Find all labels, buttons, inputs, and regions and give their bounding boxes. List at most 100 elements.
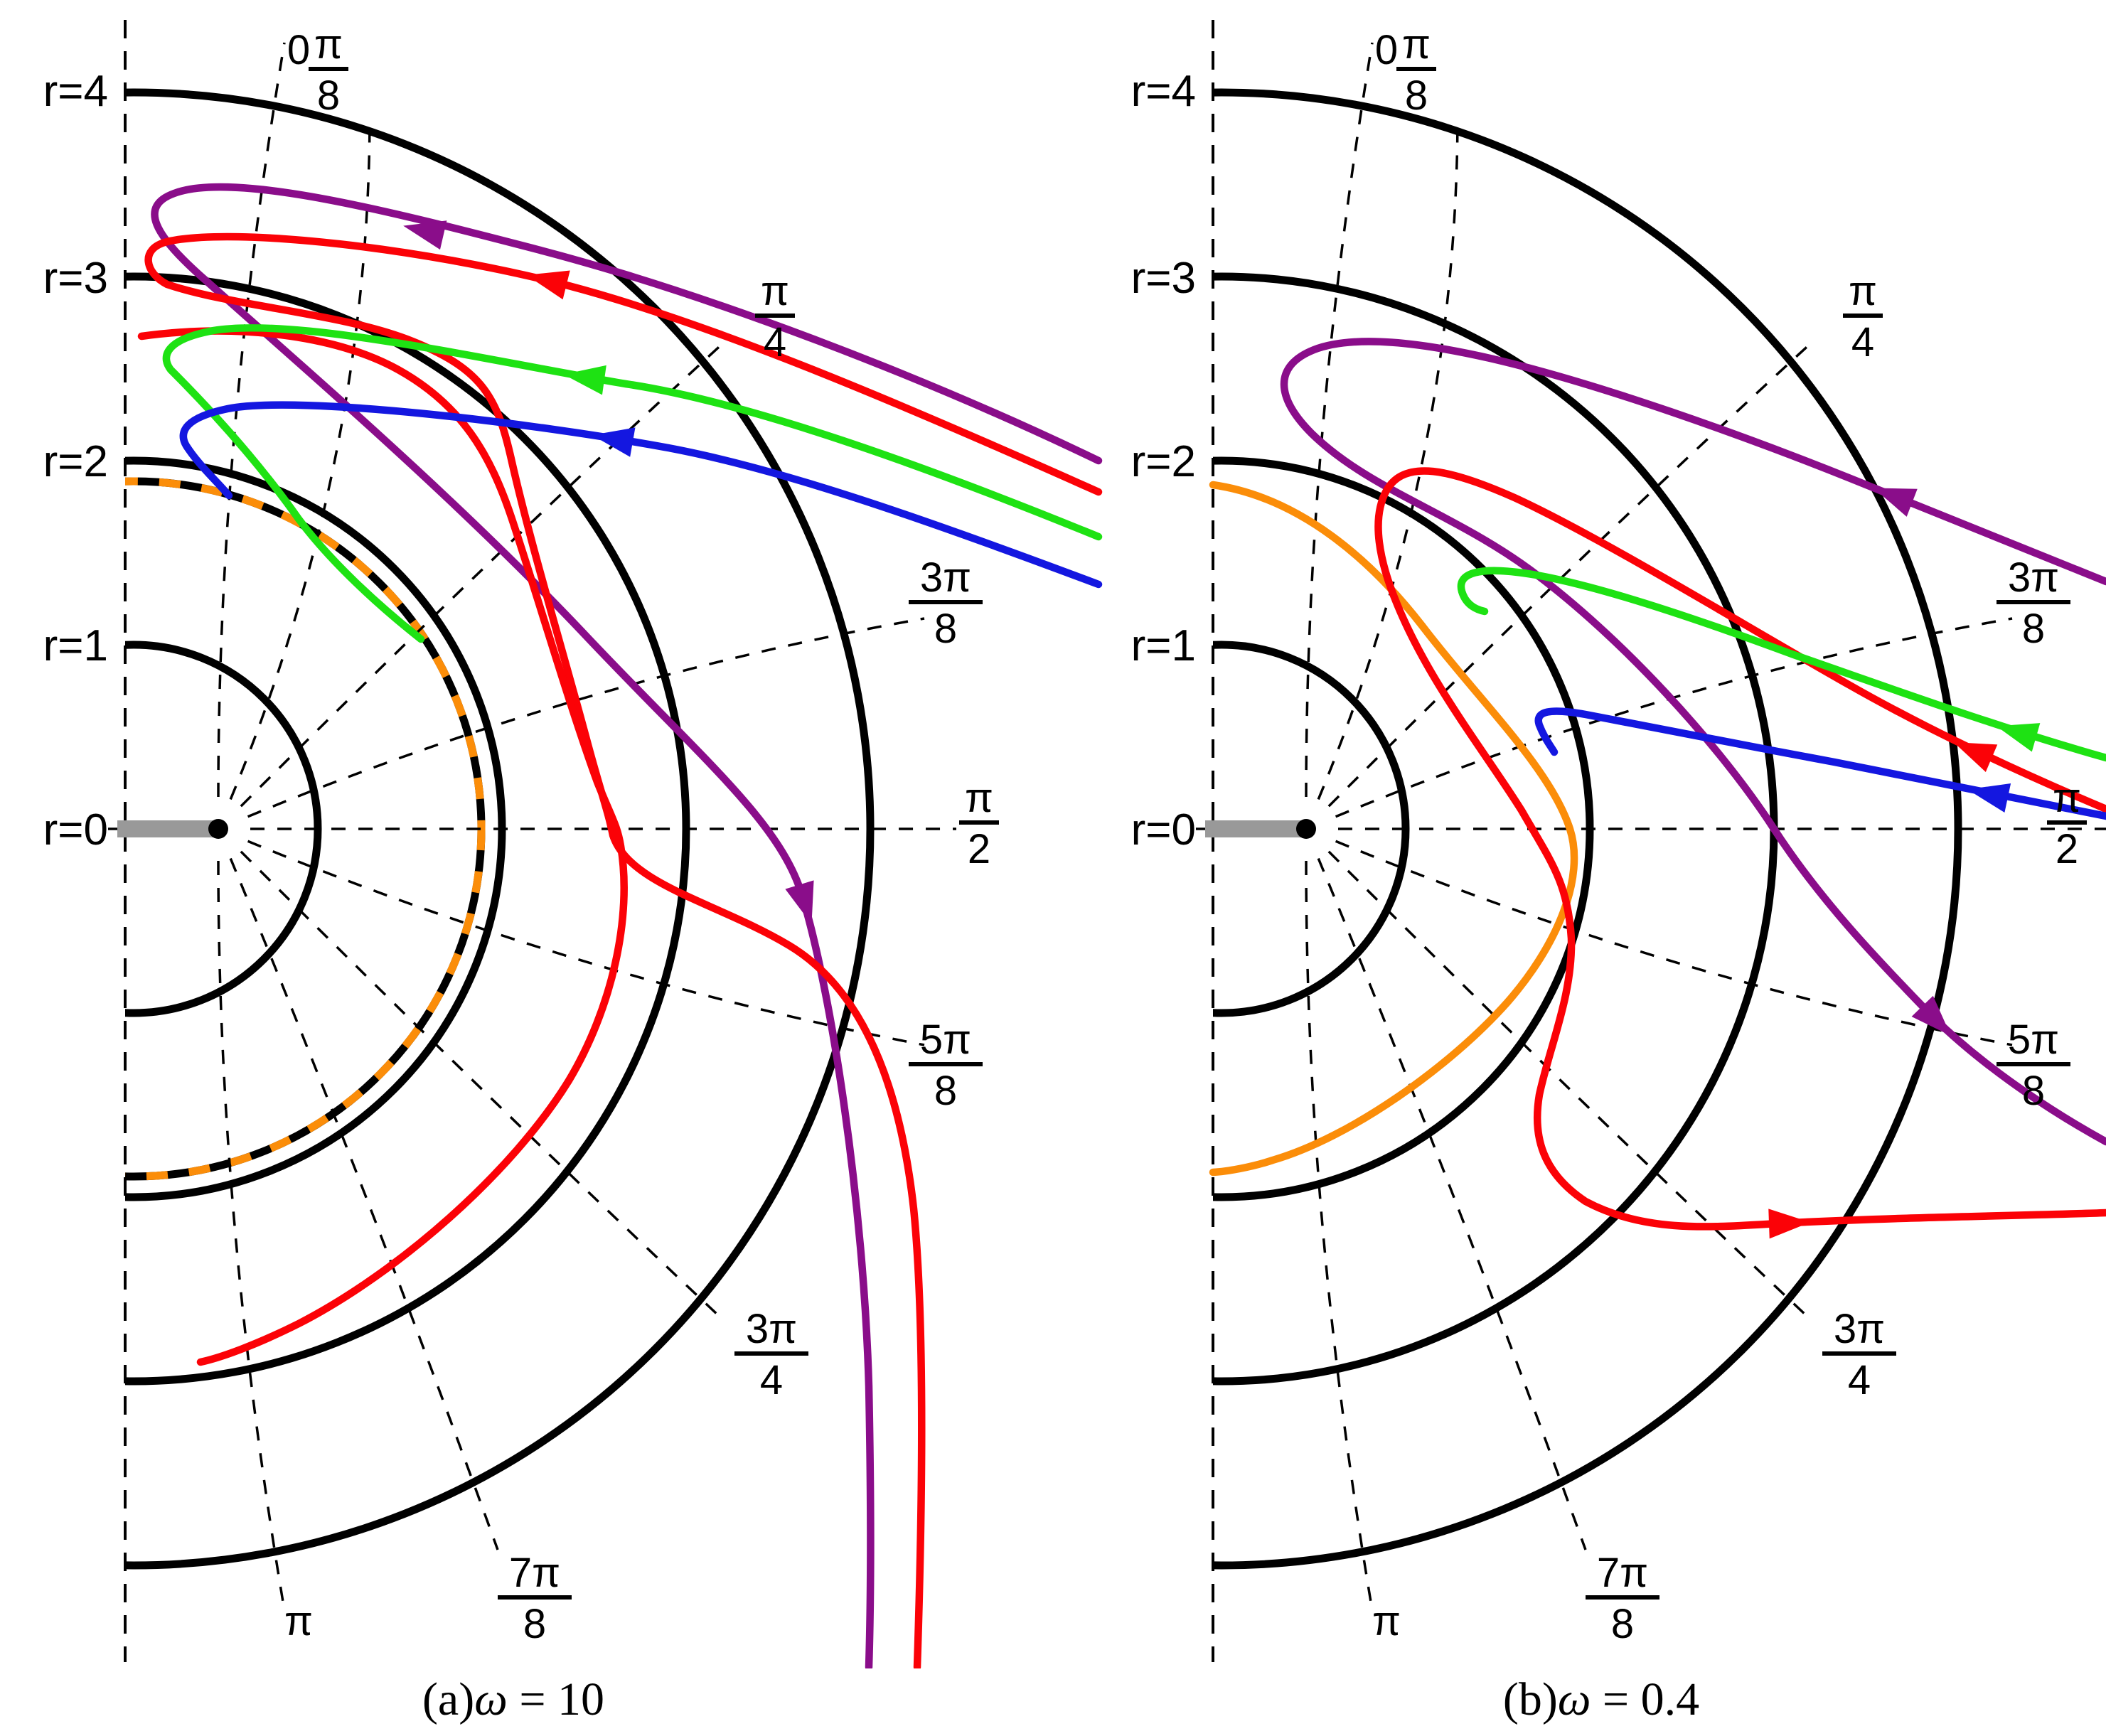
caption-b: (b)ω = 0.4 [1503,1673,1699,1725]
fraction-numerator: 3π [1834,1306,1885,1352]
theta-ray-5 [247,840,925,1046]
limit-cycle-orange-dashes [125,477,486,1181]
fraction-bar [1997,600,2070,604]
origin-dot [1296,819,1316,839]
fraction-bar [909,600,983,604]
trajectories [137,183,1103,1668]
fraction-denominator: 8 [934,606,957,652]
fraction-numerator: 3π [746,1306,797,1352]
trajectory-purple-b-arrow-icon [1874,488,1918,517]
fraction-denominator: 8 [523,1601,546,1647]
r-label-r-4: r=4 [1131,67,1196,116]
trajectory-red2-a [137,327,628,1366]
r-label-r-2: r=2 [1131,437,1196,486]
fraction-denominator: 8 [934,1068,957,1114]
theta-label-2: π4 [755,268,795,365]
fraction-denominator: 8 [2022,1068,2045,1114]
trajectories [1209,338,2106,1239]
fraction-denominator: 4 [1851,319,1874,365]
fraction-numerator: π [1402,21,1431,68]
trajectory-red1-a-arrow-icon [526,270,570,300]
r-label-r-4: r=4 [43,67,108,116]
fraction-numerator: 5π [920,1017,971,1063]
theta-label-6: 3π4 [1822,1306,1896,1403]
theta-ray-7 [229,857,499,1550]
fraction-bar [959,820,999,825]
r-label-r-1: r=1 [1131,621,1196,670]
trajectory-orange-b [1209,481,1578,1177]
fraction-bar [1843,314,1883,318]
fraction-bar [2047,820,2087,825]
fraction-denominator: 2 [2056,826,2078,872]
fraction-numerator: 7π [509,1550,560,1596]
trajectory-blue-b-arrow-icon [1967,783,2011,813]
fraction-bar [1997,1062,2070,1066]
theta-label-0: 0 [287,27,310,73]
origin-dot [208,819,228,839]
fraction-denominator: 2 [968,826,990,872]
trajectory-blue-a-arrow-icon [592,427,636,457]
fraction-numerator: 7π [1597,1550,1648,1596]
trajectory-red-b-arrow-icon [1953,742,1998,773]
fraction-denominator: 4 [1848,1357,1871,1403]
r-label-r-1: r=1 [43,621,108,670]
trajectory-green-b [1457,567,2106,762]
fraction-bar [909,1062,983,1066]
theta-label-7: 7π8 [1586,1550,1659,1647]
origin-bar [117,820,218,837]
fraction-bar [498,1595,572,1600]
theta-ray-3 [247,617,925,818]
theta-ray-7 [1317,857,1587,1550]
fraction-numerator: π [761,268,789,314]
trajectory-blue-a [179,401,1103,589]
fraction-numerator: π [965,775,993,821]
trajectory-red-b [1374,467,2106,1231]
theta-label-0: 0 [1375,27,1398,73]
fraction-numerator: 3π [920,554,971,601]
trajectory-green-b-arrow-icon [1996,723,2041,752]
fraction-numerator: π [314,21,343,68]
theta-ray-1 [229,120,371,800]
theta-label-8: π [284,1598,313,1644]
r-label-r-3: r=3 [43,254,108,303]
trajectory-blue-b [1534,707,2106,820]
fraction-bar [1822,1351,1896,1356]
theta-label-2: π4 [1843,268,1883,365]
theta-ray-2 [1327,340,1814,808]
fraction-denominator: 8 [1405,73,1428,119]
trajectory-purple-a-arrow-icon [403,220,447,250]
grid-circle-r4 [1213,88,1962,1570]
fraction-denominator: 4 [760,1357,783,1403]
fraction-numerator: 5π [2008,1017,2059,1063]
theta-label-5: 5π8 [1997,1017,2070,1114]
fraction-denominator: 8 [317,73,340,119]
trajectory-green-a-arrow-icon [563,365,606,395]
theta-ray-2 [240,340,727,808]
fraction-bar [1396,67,1436,71]
theta-label-4: π2 [2047,775,2087,872]
trajectory-green-a [162,324,1103,643]
theta-label-7: 7π8 [498,1550,572,1647]
theta-label-3: 3π8 [1997,554,2070,652]
theta-ray-6 [1327,850,1807,1317]
origin-bar [1205,820,1306,837]
r-label-r-2: r=2 [43,437,108,486]
trajectory-red1-a [144,232,1103,1668]
theta-label-4: π2 [959,775,999,872]
fraction-numerator: π [1849,268,1877,314]
theta-ray-1 [1317,120,1459,800]
fraction-denominator: 8 [2022,606,2045,652]
theta-label-6: 3π4 [734,1306,808,1403]
trajectory-red-b-arrow-icon [1768,1209,1810,1239]
theta-label-1: π8 [1396,21,1436,119]
fraction-numerator: π [2053,775,2081,821]
fraction-bar [1586,1595,1659,1600]
theta-label-8: π [1372,1598,1401,1644]
fraction-bar [755,314,795,318]
trajectory-purple-a-arrow-icon [785,880,814,924]
r-label-r-0: r=0 [43,805,108,854]
r-label-r-0: r=0 [1131,805,1196,854]
